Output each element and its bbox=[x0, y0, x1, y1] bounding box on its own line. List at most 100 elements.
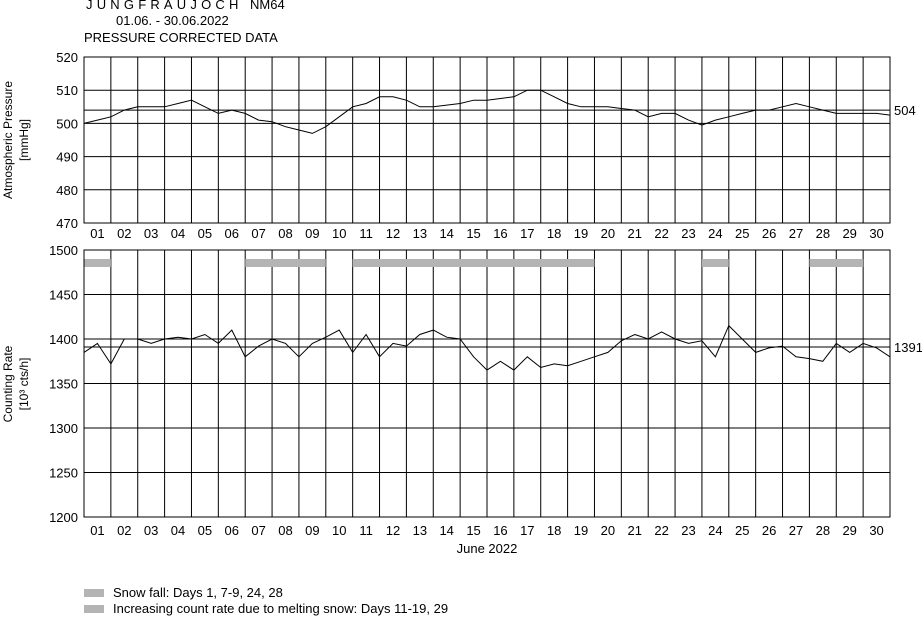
pressure-x-tick-label: 13 bbox=[413, 226, 427, 241]
count-x-tick-label: 06 bbox=[225, 523, 239, 538]
snow-band bbox=[245, 259, 326, 267]
count-x-tick-label: 10 bbox=[332, 523, 346, 538]
count-plot-frame bbox=[83, 249, 891, 518]
pressure-y-tick-label: 470 bbox=[56, 216, 78, 231]
count-y-tick-label: 1500 bbox=[49, 243, 78, 258]
pressure-x-tick-label: 12 bbox=[386, 226, 400, 241]
pressure-axis-unit: [mmHg] bbox=[17, 119, 31, 161]
count-axis-unit: [10³ cts/h] bbox=[17, 358, 31, 411]
pressure-x-tick-label: 05 bbox=[198, 226, 212, 241]
pressure-x-tick-label: 06 bbox=[225, 226, 239, 241]
pressure-x-tick-label: 02 bbox=[117, 226, 131, 241]
count-grid bbox=[84, 249, 890, 518]
pressure-x-tick-label: 28 bbox=[816, 226, 830, 241]
pressure-y-tick-label: 480 bbox=[56, 183, 78, 198]
pressure-x-tick-label: 03 bbox=[144, 226, 158, 241]
count-x-tick-label: 24 bbox=[708, 523, 722, 538]
pressure-x-tick-label: 10 bbox=[332, 226, 346, 241]
count-x-ticks: 01 02 03 04 05 06 07 08 09 10 11 12 13 14 15 16 17 18 19 20… bbox=[90, 523, 884, 538]
count-x-tick-label: 27 bbox=[789, 523, 803, 538]
pressure-x-tick-label: 18 bbox=[547, 226, 561, 241]
count-x-tick-label: 16 bbox=[493, 523, 507, 538]
pressure-x-tick-label: 19 bbox=[574, 226, 588, 241]
count-x-tick-label: 29 bbox=[842, 523, 856, 538]
pressure-x-tick-label: 08 bbox=[278, 226, 292, 241]
legend-swatch-melting bbox=[84, 605, 104, 613]
pressure-y-tick-label: 500 bbox=[56, 116, 78, 131]
pressure-x-tick-label: 15 bbox=[466, 226, 480, 241]
count-x-tick-label: 15 bbox=[466, 523, 480, 538]
count-y-tick-label: 1300 bbox=[49, 421, 78, 436]
count-x-tick-label: 23 bbox=[681, 523, 695, 538]
count-series-line bbox=[83, 324, 891, 371]
station-name: JUNGFRAUJOCH bbox=[86, 0, 243, 12]
legend-swatch-snowfall bbox=[84, 589, 104, 597]
date-range: 01.06. - 30.06.2022 bbox=[116, 13, 229, 28]
count-y-ticks: 1200 1250 1300 1350 1400 1450 1500 bbox=[49, 243, 78, 525]
pressure-y-tick-label: 490 bbox=[56, 150, 78, 165]
pressure-y-tick-label: 510 bbox=[56, 83, 78, 98]
count-y-tick-label: 1450 bbox=[49, 288, 78, 303]
pressure-x-tick-label: 25 bbox=[735, 226, 749, 241]
pressure-x-tick-label: 29 bbox=[842, 226, 856, 241]
snow-band bbox=[809, 259, 864, 267]
pressure-x-tick-label: 16 bbox=[493, 226, 507, 241]
pressure-x-tick-label: 11 bbox=[359, 226, 373, 241]
count-x-tick-label: 17 bbox=[520, 523, 534, 538]
pressure-grid bbox=[84, 56, 890, 224]
pressure-x-tick-label: 07 bbox=[251, 226, 265, 241]
count-y-tick-label: 1200 bbox=[49, 510, 78, 525]
snow-band bbox=[701, 259, 729, 267]
pressure-axis-title: Atmospheric Pressure bbox=[1, 81, 15, 199]
pressure-plot-frame bbox=[83, 56, 891, 224]
count-x-tick-label: 19 bbox=[574, 523, 588, 538]
count-x-tick-label: 21 bbox=[628, 523, 642, 538]
pressure-x-tick-label: 30 bbox=[869, 226, 883, 241]
pressure-y-tick-label: 520 bbox=[56, 50, 78, 65]
count-y-tick-label: 1250 bbox=[49, 466, 78, 481]
count-x-tick-label: 25 bbox=[735, 523, 749, 538]
pressure-panel: 470 480 490 500 510 520 01 02 03 04 05 06 07 08 09 10 1… bbox=[1, 50, 916, 241]
pressure-x-tick-label: 24 bbox=[708, 226, 722, 241]
pressure-x-ticks: 01 02 03 04 05 06 07 08 09 10 11 12 13 14 15 16 17 18 19 20… bbox=[90, 226, 884, 241]
pressure-x-tick-label: 09 bbox=[305, 226, 319, 241]
count-x-tick-label: 07 bbox=[251, 523, 265, 538]
pressure-mean-label: 504 bbox=[894, 103, 916, 118]
legend: Snow fall: Days 1, 7-9, 24, 28 Increasin… bbox=[84, 585, 448, 616]
pressure-x-tick-label: 14 bbox=[439, 226, 453, 241]
count-x-tick-label: 05 bbox=[198, 523, 212, 538]
count-x-tick-label: 18 bbox=[547, 523, 561, 538]
count-x-tick-label: 02 bbox=[117, 523, 131, 538]
count-x-tick-label: 08 bbox=[278, 523, 292, 538]
count-y-tick-label: 1400 bbox=[49, 332, 78, 347]
count-axis-title: Counting Rate bbox=[1, 345, 15, 422]
count-x-tick-label: 30 bbox=[869, 523, 883, 538]
count-x-tick-label: 20 bbox=[601, 523, 615, 538]
count-x-tick-label: 26 bbox=[762, 523, 776, 538]
chart-subtitle: PRESSURE CORRECTED DATA bbox=[84, 30, 278, 45]
x-axis-label: June 2022 bbox=[457, 541, 518, 556]
pressure-x-tick-label: 04 bbox=[171, 226, 185, 241]
count-x-tick-label: 01 bbox=[90, 523, 104, 538]
snow-band bbox=[352, 259, 595, 267]
count-x-tick-label: 28 bbox=[816, 523, 830, 538]
legend-label-snowfall: Snow fall: Days 1, 7-9, 24, 28 bbox=[113, 585, 283, 600]
count-y-tick-label: 1350 bbox=[49, 377, 78, 392]
chart-header: JUNGFRAUJOCH NM64 01.06. - 30.06.2022 PR… bbox=[84, 0, 285, 45]
pressure-x-tick-label: 17 bbox=[520, 226, 534, 241]
count-x-tick-label: 12 bbox=[386, 523, 400, 538]
pressure-x-tick-label: 21 bbox=[628, 226, 642, 241]
count-x-tick-label: 22 bbox=[654, 523, 668, 538]
pressure-x-tick-label: 20 bbox=[601, 226, 615, 241]
pressure-x-tick-label: 23 bbox=[681, 226, 695, 241]
snow-band bbox=[84, 259, 111, 267]
count-x-tick-label: 04 bbox=[171, 523, 185, 538]
monitor-name: NM64 bbox=[250, 0, 285, 12]
count-x-tick-label: 11 bbox=[359, 523, 373, 538]
count-mean-label: 1391 bbox=[894, 340, 922, 355]
count-x-tick-label: 14 bbox=[439, 523, 453, 538]
legend-label-melting: Increasing count rate due to melting sno… bbox=[113, 601, 448, 616]
pressure-x-tick-label: 27 bbox=[789, 226, 803, 241]
